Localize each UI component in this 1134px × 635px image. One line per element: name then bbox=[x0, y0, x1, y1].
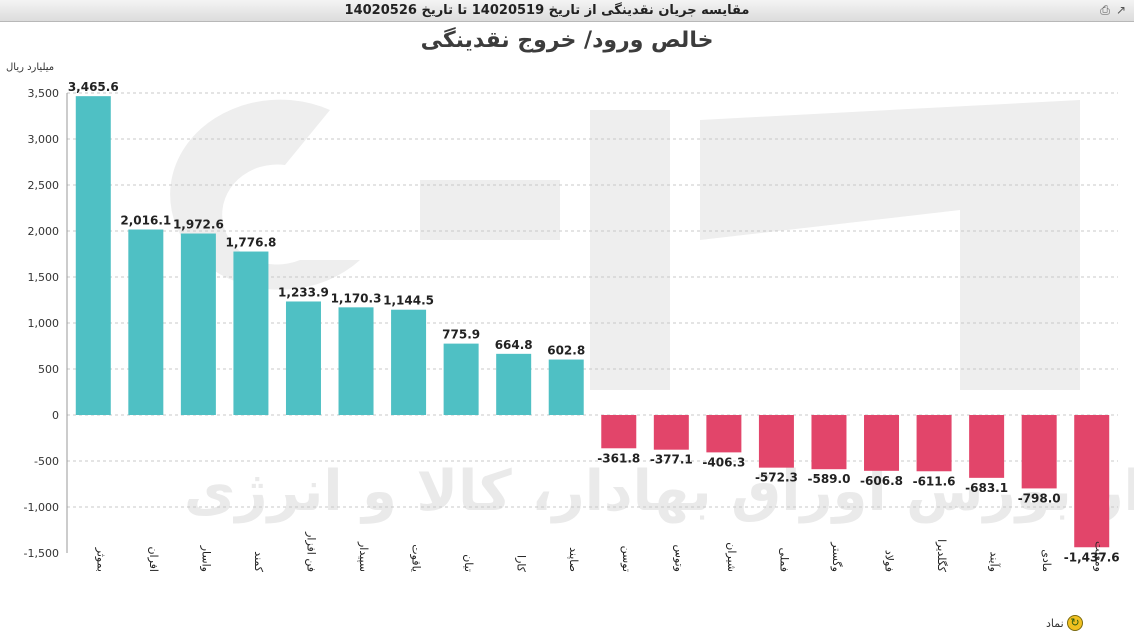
window-title: مقایسه جریان نقدینگی از تاریخ 14020519 ت… bbox=[344, 3, 750, 18]
bar[interactable] bbox=[496, 353, 532, 415]
bar[interactable] bbox=[1021, 415, 1057, 489]
data-label: -611.6 bbox=[913, 474, 956, 488]
category-label: ومعلت bbox=[1093, 541, 1106, 572]
export-icon[interactable]: ↗ bbox=[1115, 3, 1127, 17]
category-label: واسار bbox=[199, 545, 212, 572]
category-label: تیان bbox=[462, 554, 475, 572]
category-label: شیران bbox=[725, 542, 738, 572]
data-label: 1,972.6 bbox=[173, 218, 224, 232]
y-tick-label: 3,500 bbox=[28, 87, 60, 100]
data-label: -361.8 bbox=[597, 451, 640, 465]
chart-title: خالص ورود/ خروج نقدینگی bbox=[420, 28, 714, 53]
category-label: صاپند bbox=[567, 547, 580, 572]
bar[interactable] bbox=[233, 251, 269, 415]
bar[interactable] bbox=[391, 309, 427, 415]
bar[interactable] bbox=[916, 415, 952, 472]
data-label: -1,437.6 bbox=[1064, 550, 1120, 564]
bar[interactable] bbox=[75, 96, 111, 416]
y-axis-unit-label: میلیارد ریال bbox=[6, 62, 55, 73]
category-label: سپیدار bbox=[357, 541, 370, 572]
category-label: کگلدیرا bbox=[935, 539, 948, 573]
category-label: فولاد bbox=[883, 550, 896, 572]
data-label: 775.9 bbox=[442, 328, 480, 342]
refresh-icon[interactable]: ↻ bbox=[1067, 615, 1083, 631]
bar[interactable] bbox=[706, 415, 742, 453]
y-tick-label: -1,500 bbox=[24, 547, 59, 560]
category-label: کارا bbox=[515, 555, 528, 573]
y-tick-label: 3,000 bbox=[28, 133, 60, 146]
data-label: 1,144.5 bbox=[383, 294, 434, 308]
data-label: -798.0 bbox=[1018, 491, 1061, 505]
bar[interactable] bbox=[864, 415, 900, 471]
y-tick-label: 2,000 bbox=[28, 225, 60, 238]
bar[interactable] bbox=[1074, 415, 1110, 548]
bar[interactable] bbox=[285, 301, 321, 415]
y-tick-label: 1,500 bbox=[28, 271, 60, 284]
category-label: مادی bbox=[1040, 549, 1053, 572]
data-label: 3,465.6 bbox=[68, 80, 119, 94]
y-tick-label: 0 bbox=[52, 409, 59, 422]
data-label: 602.8 bbox=[547, 344, 585, 358]
data-label: -606.8 bbox=[860, 474, 903, 488]
print-icon[interactable]: ⎙ bbox=[1100, 3, 1110, 17]
bar[interactable] bbox=[653, 415, 689, 450]
category-label: بموثر bbox=[94, 547, 107, 572]
data-label: -589.0 bbox=[808, 472, 851, 486]
bar[interactable] bbox=[601, 415, 637, 449]
data-label: 1,170.3 bbox=[331, 291, 382, 305]
category-label: یاقوت bbox=[410, 544, 423, 572]
category-label: کمند bbox=[252, 551, 265, 572]
bar[interactable] bbox=[338, 307, 374, 415]
data-label: -377.1 bbox=[650, 453, 693, 467]
bar[interactable] bbox=[128, 229, 164, 415]
bar[interactable] bbox=[548, 359, 584, 415]
bar[interactable] bbox=[811, 415, 847, 470]
data-label: 664.8 bbox=[495, 338, 533, 352]
y-tick-label: 500 bbox=[38, 363, 59, 376]
data-label: 2,016.1 bbox=[120, 214, 171, 228]
bar[interactable] bbox=[969, 415, 1005, 478]
data-label: -683.1 bbox=[965, 481, 1008, 495]
window-titlebar: مقایسه جریان نقدینگی از تاریخ 14020519 ت… bbox=[0, 0, 1134, 22]
bar[interactable] bbox=[180, 233, 216, 415]
data-label: 1,233.9 bbox=[278, 285, 329, 299]
category-label: فملی bbox=[777, 548, 790, 572]
data-label: -406.3 bbox=[702, 455, 745, 469]
data-label: 1,776.8 bbox=[225, 236, 276, 250]
category-label: وگستر bbox=[830, 541, 843, 572]
y-tick-label: -500 bbox=[34, 455, 59, 468]
category-label: افران bbox=[147, 546, 160, 572]
bar[interactable] bbox=[443, 343, 479, 415]
y-tick-label: 2,500 bbox=[28, 179, 60, 192]
category-label: فن افزار bbox=[304, 531, 317, 572]
category-label: وتوس bbox=[672, 545, 685, 572]
y-tick-label: 1,000 bbox=[28, 317, 60, 330]
x-axis-title: نماد bbox=[1046, 617, 1064, 630]
category-label: وآیند bbox=[988, 551, 1002, 572]
y-tick-label: -1,000 bbox=[24, 501, 59, 514]
bar[interactable] bbox=[758, 415, 794, 468]
category-label: توسن bbox=[620, 546, 633, 572]
data-label: -572.3 bbox=[755, 471, 798, 485]
